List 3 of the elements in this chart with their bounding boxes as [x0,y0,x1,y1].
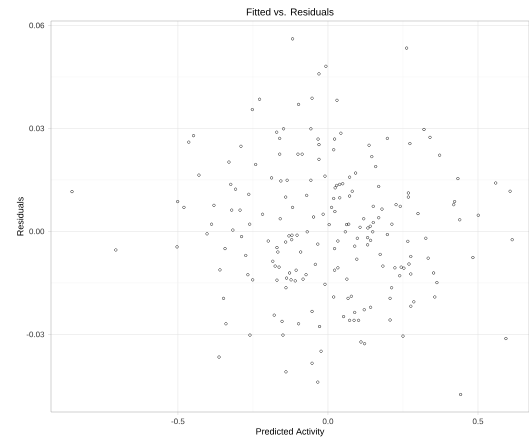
x-axis-title: Predicted Activity [256,428,324,436]
chart-title: Fitted vs. Residuals [246,8,334,16]
y-axis-title: Residuals [16,197,24,236]
